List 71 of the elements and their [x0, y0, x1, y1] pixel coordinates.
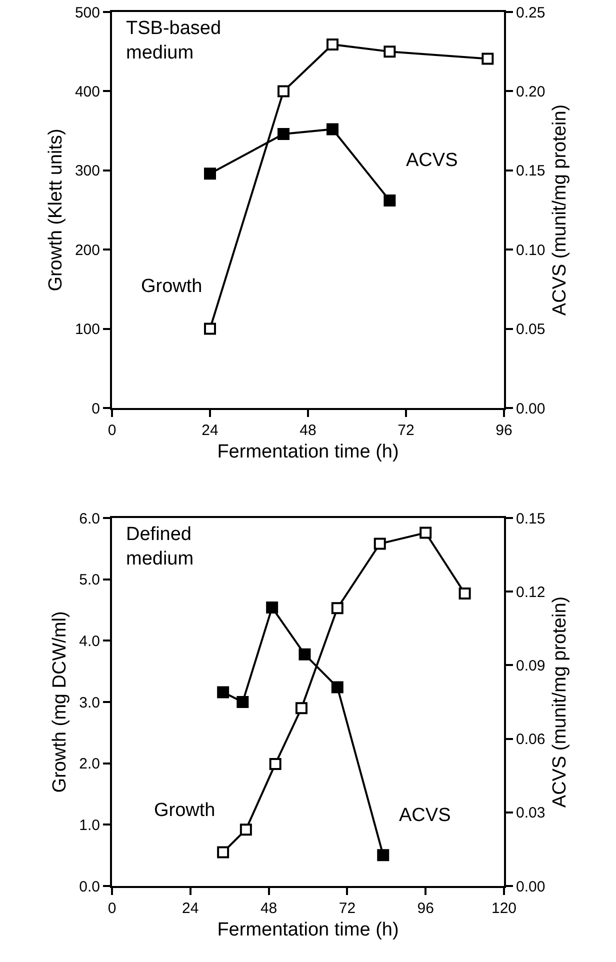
x-tick-label: 96: [417, 900, 434, 917]
y2-tick-label: 0.00: [516, 400, 546, 418]
x-tick-label: 0: [108, 422, 116, 439]
y-tick-label: 100: [74, 321, 100, 338]
y-tick-label: 0.0: [79, 878, 100, 896]
y-tick-label: 6.0: [79, 510, 100, 528]
y2-tick-label: 0.06: [516, 731, 546, 748]
point: [326, 38, 338, 50]
point: [458, 587, 471, 600]
point: [374, 538, 386, 550]
point: [204, 322, 216, 335]
x-axis-title: Fermentation time (h): [217, 919, 399, 940]
y2-tick-label: 0.15: [516, 162, 546, 180]
point: [298, 648, 311, 660]
annotation: Defined medium: [126, 524, 194, 570]
y2-tick-label: 0.20: [516, 83, 546, 100]
point: [278, 85, 290, 98]
y-tick-label: 1.0: [79, 816, 100, 834]
point: [295, 702, 308, 714]
y2-tick-label: 0.15: [516, 510, 546, 528]
point: [217, 846, 230, 858]
y-tick-label: 200: [74, 242, 100, 259]
y-tick-label: 5.0: [79, 572, 100, 589]
y-tick-label: 3.0: [79, 694, 100, 712]
y2-tick-label: 0.00: [516, 878, 546, 896]
point: [384, 194, 396, 206]
x-tick-label: 24: [182, 900, 199, 917]
point: [278, 128, 290, 140]
y-tick-label: 4.0: [79, 632, 100, 650]
y-tick-label: 500: [74, 4, 100, 22]
x-axis-title: Fermentation time (h): [217, 441, 399, 462]
y2-tick-label: 0.09: [516, 657, 546, 674]
y-axis-title: Growth (Klett units): [45, 128, 66, 292]
y-axis-title: Growth (mg DCW/ml): [49, 611, 70, 793]
y2-tick-label: 0.10: [516, 242, 546, 259]
series-label: ACVS: [406, 150, 458, 171]
point: [217, 686, 230, 698]
point: [482, 52, 494, 65]
x-tick-label: 48: [260, 900, 278, 917]
y-tick-label: 2.0: [79, 756, 100, 773]
point: [240, 824, 252, 836]
x-tick-label: 120: [491, 900, 517, 917]
point: [420, 526, 432, 539]
series-label: ACVS: [399, 805, 451, 826]
x-tick-label: 72: [398, 422, 414, 439]
y-tick-label: 400: [74, 83, 100, 100]
point: [266, 602, 278, 614]
y-tick-label: 300: [74, 162, 100, 180]
point: [331, 681, 344, 694]
y2-tick-label: 0.12: [516, 584, 546, 601]
x-tick-label: 24: [202, 422, 218, 439]
y2-tick-label: 0.05: [516, 321, 546, 338]
point: [204, 168, 216, 180]
series-label: Growth: [141, 276, 202, 297]
point: [384, 46, 396, 58]
series-label: Growth: [154, 800, 216, 821]
point: [377, 849, 390, 862]
y-tick-label: 0: [92, 400, 100, 418]
point: [331, 602, 344, 614]
y2-tick-label: 0.25: [516, 4, 546, 22]
point: [236, 696, 249, 708]
annotation: TSB-based medium: [126, 18, 222, 64]
x-tick-label: 96: [496, 422, 512, 439]
point: [269, 758, 282, 770]
x-tick-label: 48: [300, 422, 316, 439]
y2-axis-title: ACVS (munit/mg protein): [550, 596, 571, 808]
point: [326, 123, 338, 136]
x-tick-label: 0: [108, 900, 116, 917]
y2-tick-label: 0.03: [516, 804, 546, 822]
x-tick-label: 72: [338, 900, 356, 917]
y2-axis-title: ACVS (munit/mg protein): [550, 104, 571, 316]
